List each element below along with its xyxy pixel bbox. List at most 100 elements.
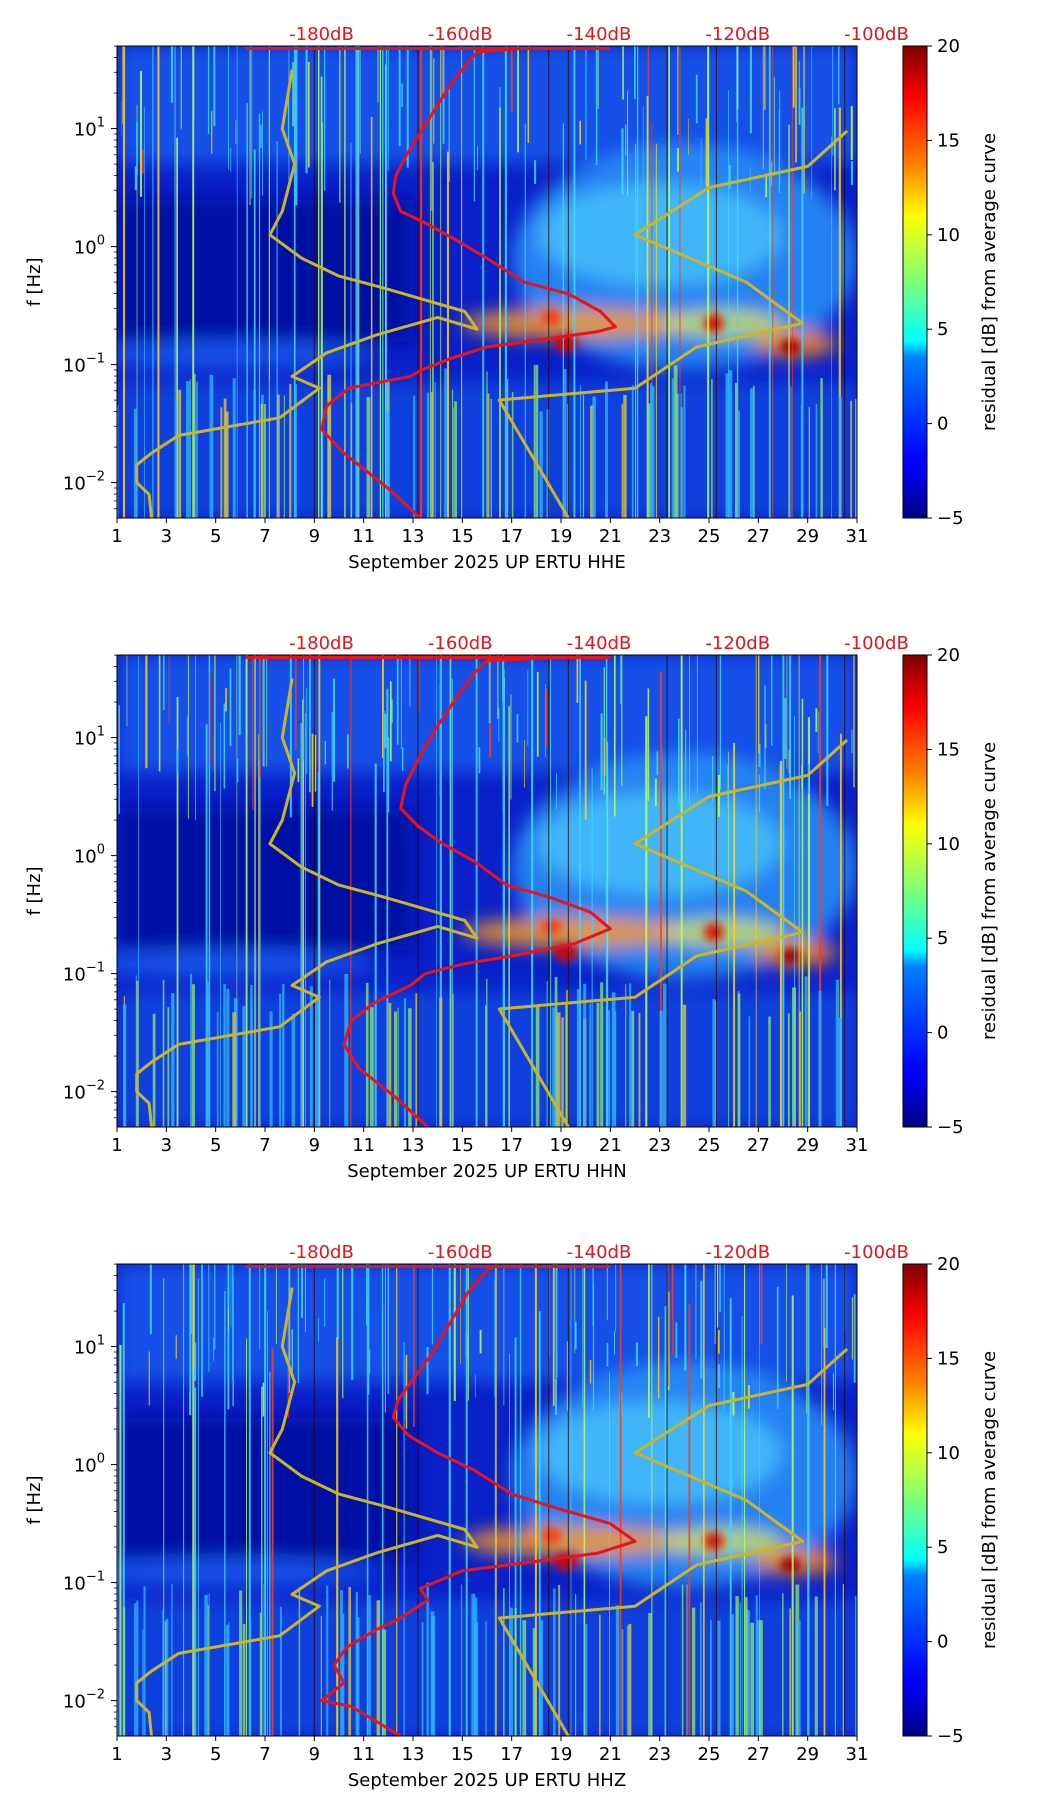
x-tick-label: 3 bbox=[161, 1135, 172, 1156]
y-tick-label: 10−2 bbox=[63, 470, 105, 495]
colorbar-tick-label: 0 bbox=[937, 1632, 948, 1653]
x-tick-label: 21 bbox=[599, 526, 622, 547]
x-tick-label: 29 bbox=[796, 1744, 819, 1765]
db-scale-label: -140dB bbox=[567, 633, 632, 654]
colorbar-tick-label: 0 bbox=[937, 1023, 948, 1044]
x-tick-label: 1 bbox=[111, 526, 122, 547]
y-tick-label: 101 bbox=[74, 725, 105, 750]
x-tick-label: 19 bbox=[550, 526, 573, 547]
x-tick-label: 11 bbox=[352, 1135, 375, 1156]
colorbar-tick-label: 0 bbox=[937, 414, 948, 435]
x-tick-label: 3 bbox=[161, 1744, 172, 1765]
average-psd-curve bbox=[320, 1264, 637, 1736]
x-tick-label: 15 bbox=[451, 1135, 474, 1156]
x-axis-label: September 2025 UP ERTU HHZ bbox=[348, 1770, 626, 1791]
x-tick-label: 23 bbox=[648, 1744, 671, 1765]
colorbar-tick-label: 5 bbox=[937, 319, 948, 340]
y-axis-label: f [Hz] bbox=[24, 257, 45, 306]
y-tick-label: 100 bbox=[74, 234, 105, 259]
db-scale-label: -140dB bbox=[567, 1242, 632, 1263]
x-tick-label: 29 bbox=[796, 526, 819, 547]
colorbar-tick-label: 5 bbox=[937, 1537, 948, 1558]
x-tick-label: 13 bbox=[402, 1744, 425, 1765]
colorbar-tick-label: −5 bbox=[937, 1726, 964, 1747]
colorbar-label: residual [dB] from average curve bbox=[979, 1351, 1000, 1649]
x-tick-label: 9 bbox=[309, 1744, 320, 1765]
colorbar-tick-label: 10 bbox=[937, 834, 960, 855]
colorbar-tick-label: 15 bbox=[937, 739, 960, 760]
db-scale-label: -180dB bbox=[289, 24, 354, 45]
x-tick-label: 15 bbox=[451, 1744, 474, 1765]
x-tick-label: 19 bbox=[550, 1135, 573, 1156]
x-tick-label: 13 bbox=[402, 526, 425, 547]
x-tick-label: 17 bbox=[500, 1744, 523, 1765]
x-tick-label: 25 bbox=[698, 1135, 721, 1156]
spectrogram bbox=[117, 46, 857, 518]
db-scale-label: -100dB bbox=[844, 1242, 909, 1263]
x-tick-label: 21 bbox=[599, 1135, 622, 1156]
x-tick-label: 19 bbox=[550, 1744, 573, 1765]
colorbar-tick-label: 10 bbox=[937, 225, 960, 246]
noise-model-curve bbox=[135, 678, 479, 1127]
colorbar-label: residual [dB] from average curve bbox=[979, 742, 1000, 1040]
y-tick-label: 10−1 bbox=[63, 352, 105, 377]
colorbar-label: residual [dB] from average curve bbox=[979, 133, 1000, 431]
y-tick-label: 101 bbox=[74, 1334, 105, 1359]
x-tick-label: 7 bbox=[259, 1744, 270, 1765]
x-tick-label: 31 bbox=[846, 1135, 869, 1156]
colorbar-tick-label: 20 bbox=[937, 645, 960, 666]
spectrogram bbox=[117, 655, 857, 1127]
colorbar-tick-label: −5 bbox=[937, 1117, 964, 1138]
db-scale-label: -100dB bbox=[844, 633, 909, 654]
x-tick-label: 27 bbox=[747, 1744, 770, 1765]
x-tick-label: 31 bbox=[846, 526, 869, 547]
db-scale-label: -160dB bbox=[428, 24, 493, 45]
x-tick-label: 5 bbox=[210, 1744, 221, 1765]
x-axis-label: September 2025 UP ERTU HHE bbox=[348, 552, 625, 573]
colorbar-tick-label: 15 bbox=[937, 130, 960, 151]
db-scale-label: -120dB bbox=[705, 24, 770, 45]
y-tick-label: 10−1 bbox=[63, 961, 105, 986]
colorbar-tick-label: −5 bbox=[937, 508, 964, 529]
y-tick-label: 100 bbox=[74, 843, 105, 868]
average-psd-curve bbox=[320, 46, 617, 518]
x-tick-label: 31 bbox=[846, 1744, 869, 1765]
y-tick-label: 100 bbox=[74, 1452, 105, 1477]
db-scale-label: -160dB bbox=[428, 633, 493, 654]
x-tick-label: 21 bbox=[599, 1744, 622, 1765]
x-tick-label: 27 bbox=[747, 526, 770, 547]
x-tick-label: 23 bbox=[648, 1135, 671, 1156]
noise-model-curve bbox=[135, 69, 479, 518]
y-axis-label: f [Hz] bbox=[24, 866, 45, 915]
noise-model-curve bbox=[497, 129, 849, 518]
colorbar-tick-label: 15 bbox=[937, 1348, 960, 1369]
x-tick-label: 27 bbox=[747, 1135, 770, 1156]
x-tick-label: 11 bbox=[352, 526, 375, 547]
y-axis-label: f [Hz] bbox=[24, 1475, 45, 1524]
colorbar-tick-label: 20 bbox=[937, 1254, 960, 1275]
colorbar-tick-label: 5 bbox=[937, 928, 948, 949]
x-tick-label: 11 bbox=[352, 1744, 375, 1765]
db-scale-label: -100dB bbox=[844, 24, 909, 45]
x-tick-label: 9 bbox=[309, 526, 320, 547]
y-tick-label: 101 bbox=[74, 116, 105, 141]
db-scale-label: -120dB bbox=[705, 1242, 770, 1263]
average-psd-curve bbox=[342, 655, 612, 1127]
db-scale-label: -140dB bbox=[567, 24, 632, 45]
colorbar-tick-label: 10 bbox=[937, 1443, 960, 1464]
colorbar bbox=[902, 1263, 928, 1737]
db-scale-label: -180dB bbox=[289, 633, 354, 654]
x-tick-label: 7 bbox=[259, 1135, 270, 1156]
db-scale-label: -120dB bbox=[705, 633, 770, 654]
x-tick-label: 15 bbox=[451, 526, 474, 547]
x-tick-label: 29 bbox=[796, 1135, 819, 1156]
x-tick-label: 13 bbox=[402, 1135, 425, 1156]
x-tick-label: 7 bbox=[259, 526, 270, 547]
x-tick-label: 1 bbox=[111, 1744, 122, 1765]
x-tick-label: 9 bbox=[309, 1135, 320, 1156]
x-tick-label: 25 bbox=[698, 526, 721, 547]
db-scale-label: -180dB bbox=[289, 1242, 354, 1263]
